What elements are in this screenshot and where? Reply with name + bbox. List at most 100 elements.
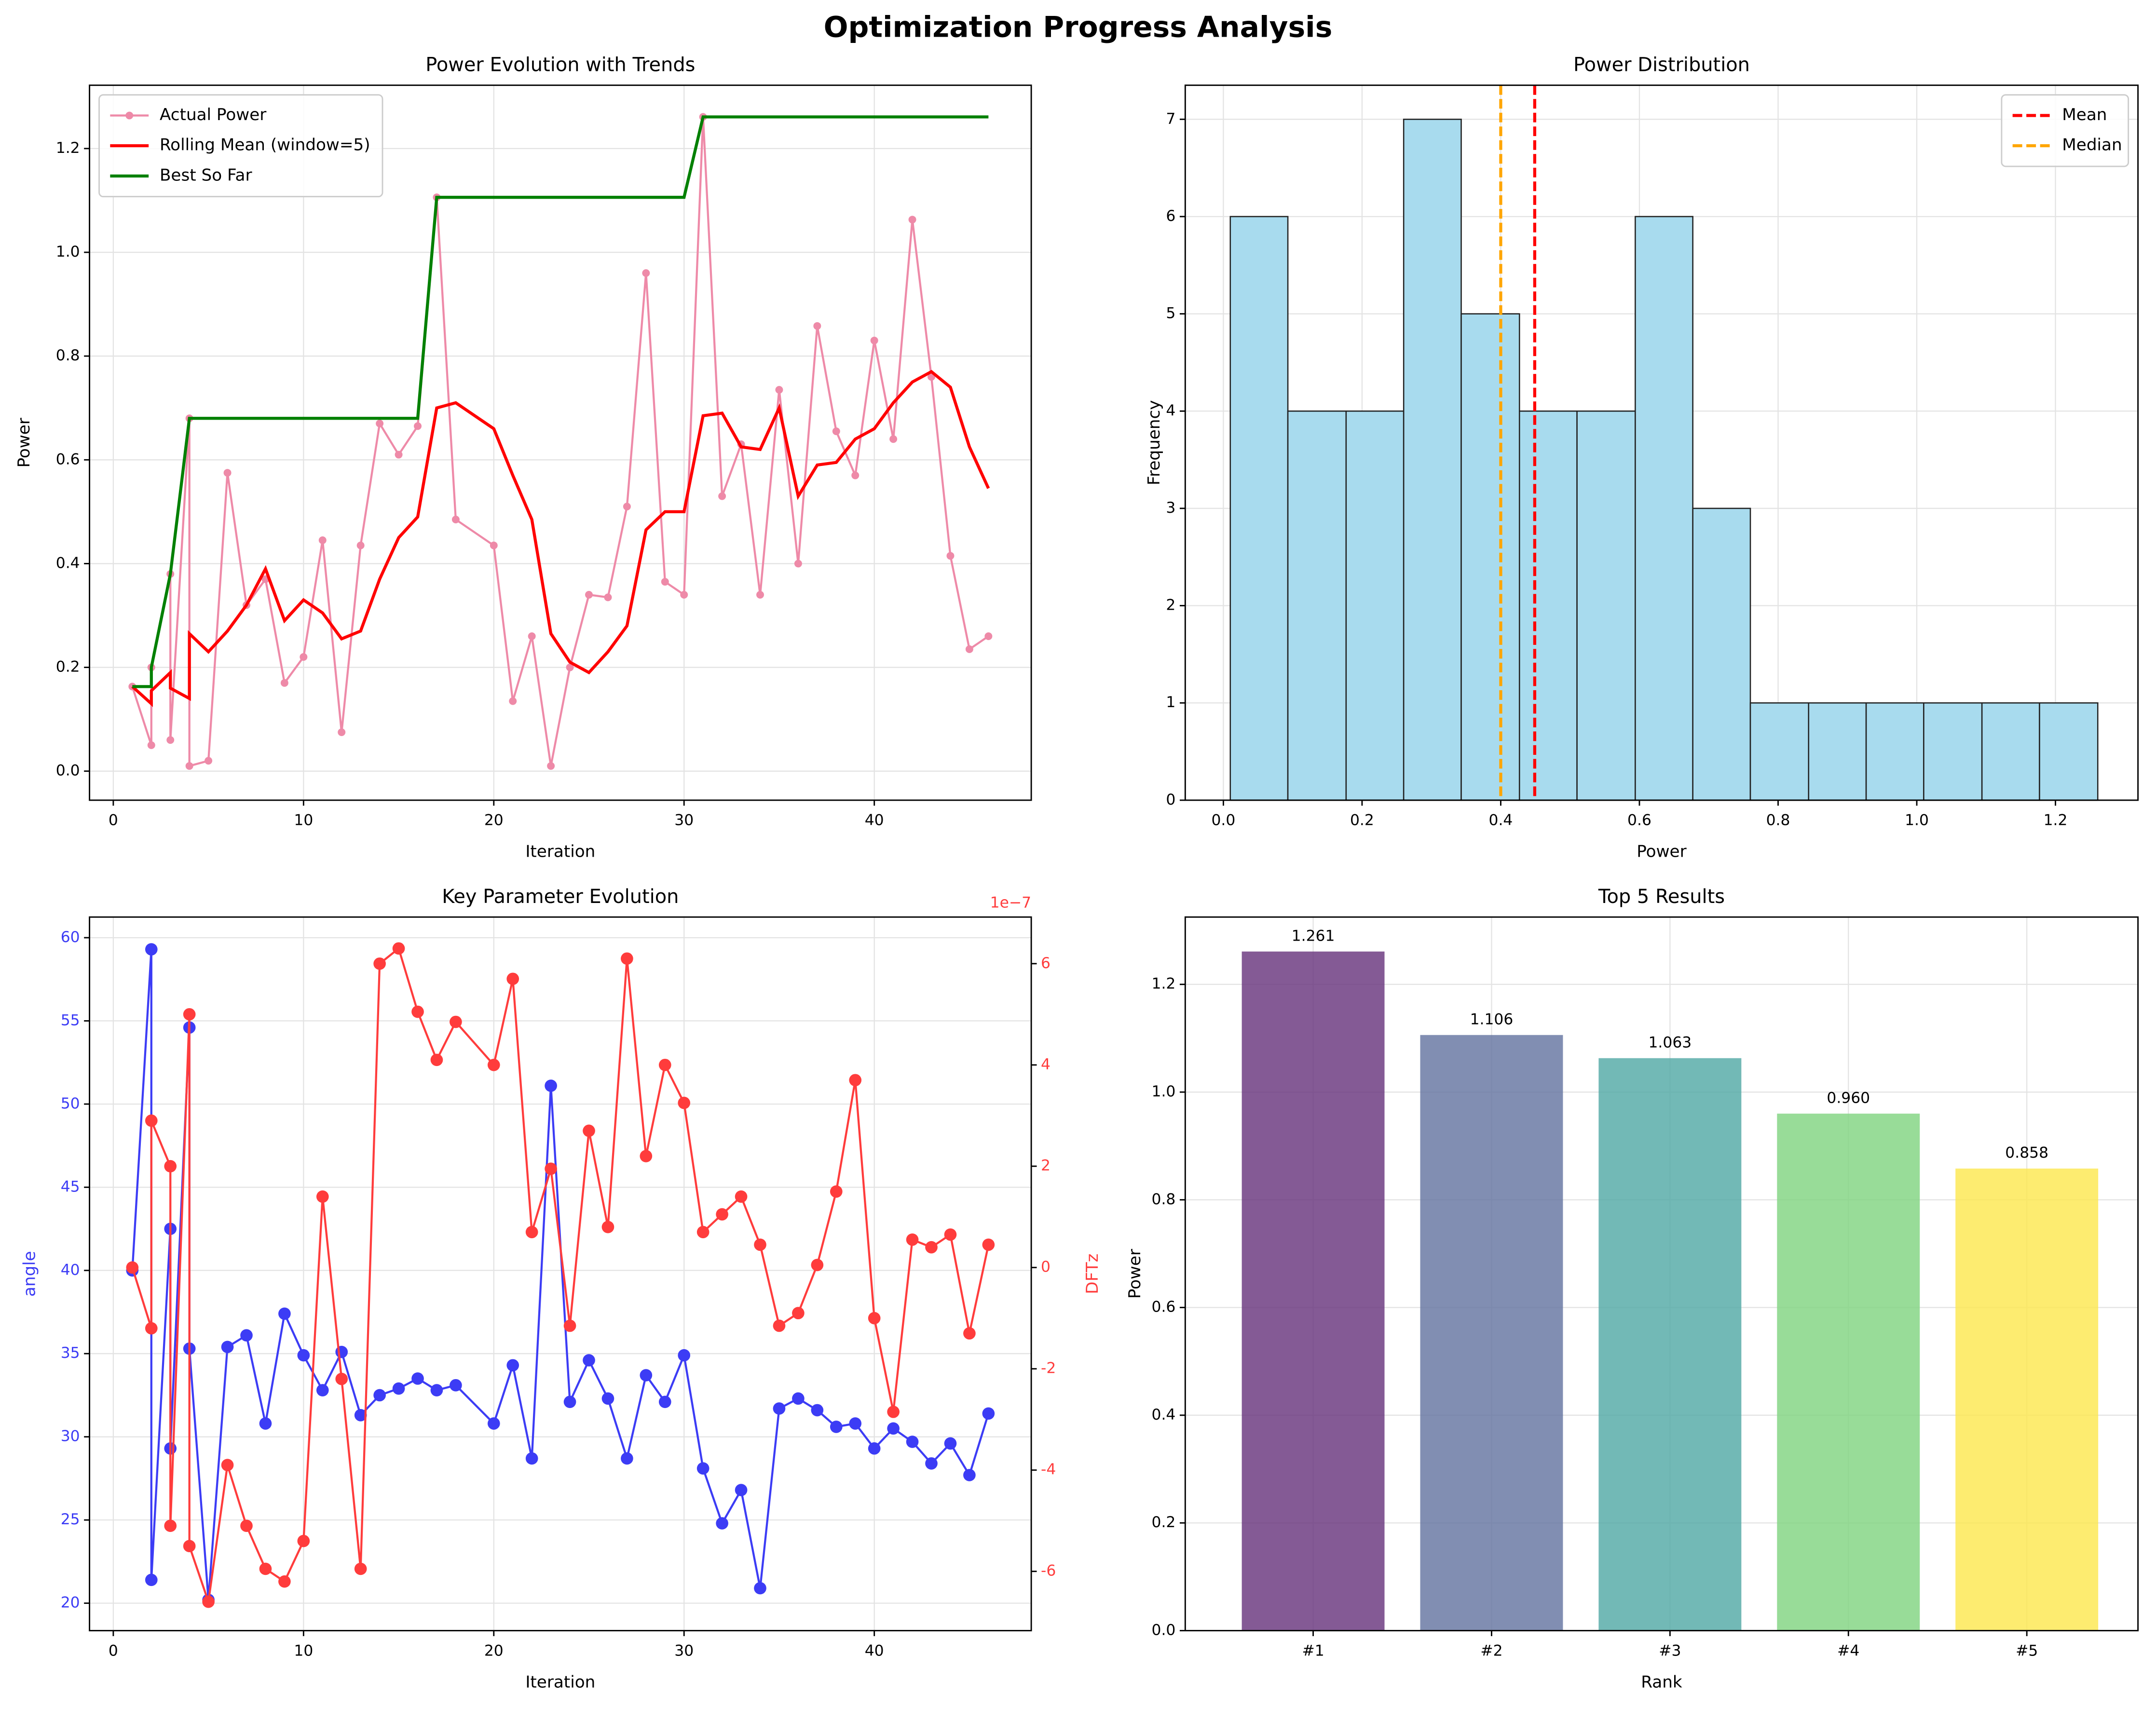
y-tick-label: 60 bbox=[61, 929, 80, 946]
point bbox=[297, 1534, 310, 1547]
x-tick-label: 20 bbox=[484, 1642, 504, 1659]
subplot-title: Power Evolution with Trends bbox=[425, 54, 695, 76]
histogram-bar bbox=[1576, 410, 1636, 801]
point bbox=[775, 386, 783, 394]
point bbox=[487, 1058, 500, 1071]
x-tick-label: 0.4 bbox=[1489, 812, 1513, 829]
point bbox=[640, 1149, 653, 1162]
point bbox=[925, 1241, 938, 1254]
y2-tick-label: -4 bbox=[1041, 1461, 1056, 1478]
point bbox=[297, 1349, 310, 1362]
y-tick-label: 0.4 bbox=[56, 554, 80, 572]
point bbox=[870, 336, 878, 344]
point bbox=[908, 216, 916, 224]
x-tick-label: 0.2 bbox=[1350, 812, 1374, 829]
point bbox=[240, 1519, 253, 1532]
point bbox=[773, 1402, 786, 1415]
point bbox=[716, 1517, 728, 1530]
x-tick-label: 30 bbox=[674, 1642, 694, 1659]
series-line bbox=[131, 117, 989, 767]
y2-tick-label: 2 bbox=[1041, 1157, 1051, 1175]
legend-box bbox=[2001, 94, 2129, 167]
x-axis-label: Power bbox=[1637, 842, 1687, 861]
histogram-bar bbox=[1403, 119, 1462, 801]
point bbox=[963, 1327, 976, 1340]
y-tick-label: 1 bbox=[1166, 694, 1175, 711]
point bbox=[965, 645, 973, 653]
y2-tick-label: -2 bbox=[1041, 1360, 1056, 1377]
point bbox=[680, 590, 688, 599]
point bbox=[811, 1258, 824, 1271]
point bbox=[354, 1409, 367, 1422]
point bbox=[185, 762, 193, 770]
point bbox=[756, 590, 764, 599]
legend-label: Best So Far bbox=[160, 165, 253, 185]
y-tick-label: 6 bbox=[1166, 207, 1175, 225]
point bbox=[678, 1349, 691, 1362]
point bbox=[813, 322, 821, 330]
y-tick-label: 0.0 bbox=[1152, 1622, 1176, 1639]
point bbox=[585, 590, 593, 599]
point bbox=[300, 653, 308, 661]
legend: Actual Power Rolling Mean (window=5) Best … bbox=[98, 94, 383, 198]
y2-tick-label: 4 bbox=[1041, 1056, 1051, 1073]
point bbox=[604, 593, 612, 602]
y2-tick-label: -6 bbox=[1041, 1562, 1056, 1580]
bar bbox=[1242, 951, 1385, 1631]
x-axis-label: Iteration bbox=[525, 1672, 595, 1692]
point bbox=[430, 1053, 443, 1066]
x-tick-label: #1 bbox=[1302, 1642, 1324, 1659]
histogram-bar bbox=[1865, 702, 1924, 801]
point bbox=[868, 1312, 881, 1325]
point bbox=[944, 1228, 957, 1241]
point bbox=[563, 1395, 576, 1408]
point bbox=[356, 541, 365, 549]
point bbox=[414, 422, 422, 430]
point bbox=[545, 1080, 557, 1092]
point bbox=[566, 663, 574, 671]
value-label: 0.960 bbox=[1827, 1089, 1870, 1107]
point bbox=[792, 1392, 805, 1405]
axes-frame bbox=[89, 916, 1032, 1631]
point bbox=[868, 1442, 881, 1455]
point bbox=[735, 1190, 748, 1203]
x-tick-label: 0 bbox=[109, 1642, 118, 1659]
y-tick-label: 1.0 bbox=[56, 243, 80, 260]
y-tick-label: 5 bbox=[1166, 305, 1175, 322]
point bbox=[794, 560, 802, 568]
point bbox=[395, 451, 403, 459]
y-tick-label: 0 bbox=[1166, 791, 1175, 808]
legend: Mean Median bbox=[2001, 94, 2129, 167]
point bbox=[145, 1114, 158, 1127]
point bbox=[832, 427, 840, 436]
point bbox=[773, 1319, 786, 1332]
y-tick-label: 1.2 bbox=[56, 139, 80, 157]
x-tick-label: 40 bbox=[865, 1642, 884, 1659]
point bbox=[278, 1575, 291, 1588]
histogram-bar bbox=[1635, 216, 1693, 801]
point bbox=[678, 1096, 691, 1109]
y-tick-label: 50 bbox=[61, 1095, 80, 1112]
legend-label: Median bbox=[2062, 136, 2122, 155]
y2-offset-label: 1e−7 bbox=[990, 894, 1031, 912]
series-line bbox=[132, 115, 989, 688]
bar bbox=[1598, 1058, 1742, 1631]
y2-tick-label: 0 bbox=[1041, 1258, 1051, 1276]
histogram-bar bbox=[1808, 702, 1867, 801]
point bbox=[830, 1421, 843, 1433]
axes-frame bbox=[1184, 84, 2139, 801]
point bbox=[164, 1519, 177, 1532]
point bbox=[411, 1005, 424, 1018]
point bbox=[982, 1238, 995, 1251]
y-tick-label: 0.0 bbox=[56, 762, 80, 779]
x-tick-label: 20 bbox=[484, 812, 504, 829]
y-tick-label: 0.6 bbox=[1152, 1299, 1176, 1316]
bar bbox=[1420, 1035, 1563, 1631]
point bbox=[718, 492, 726, 500]
y-tick-label: 25 bbox=[61, 1511, 80, 1528]
point bbox=[430, 1384, 443, 1396]
subplot-title: Key Parameter Evolution bbox=[442, 886, 679, 908]
point bbox=[259, 1417, 272, 1430]
y2-tick-label: 6 bbox=[1041, 955, 1051, 972]
